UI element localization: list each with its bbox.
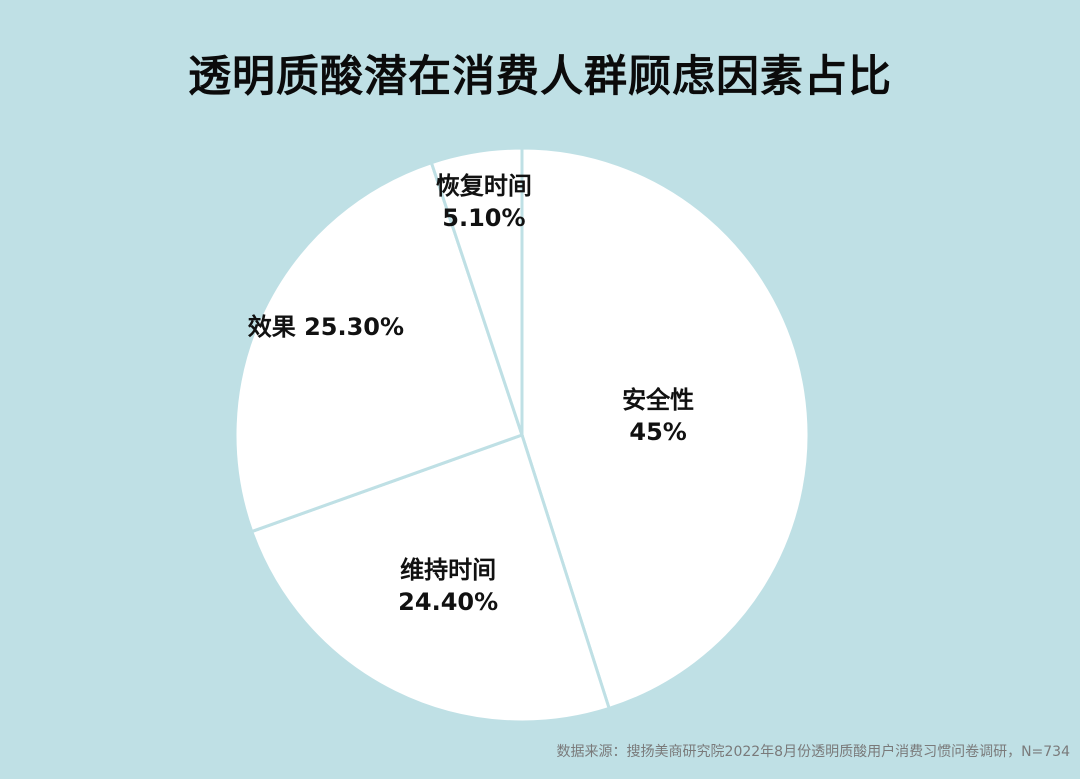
slice-category-label: 安全性 bbox=[622, 386, 694, 414]
slice-value-label: 5.10% bbox=[442, 204, 525, 232]
slice-value-label: 24.40% bbox=[398, 588, 498, 616]
slice-recovery-time bbox=[429, 146, 524, 436]
slice-maintenance-time bbox=[249, 433, 612, 724]
label-maintenance-time: 维持时间 24.40% bbox=[398, 556, 498, 616]
source-note: 数据来源：搜扬美商研究院2022年8月份透明质酸用户消费习惯问卷调研，N=734 bbox=[556, 744, 1070, 760]
label-effect: 效果 25.30% bbox=[248, 313, 404, 341]
slice-category-label: 恢复时间 bbox=[436, 172, 532, 200]
slice-value-label: 45% bbox=[629, 418, 686, 446]
slice-effect bbox=[233, 160, 524, 534]
slice-category-label: 维持时间 bbox=[400, 556, 496, 584]
slice-label-text: 效果 25.30% bbox=[248, 313, 404, 341]
label-recovery-time: 恢复时间 5.10% bbox=[436, 172, 532, 232]
slice-safety bbox=[520, 146, 811, 711]
chart-title: 透明质酸潜在消费人群顾虑因素占比 bbox=[188, 52, 892, 102]
label-safety: 安全性 45% bbox=[622, 386, 694, 446]
